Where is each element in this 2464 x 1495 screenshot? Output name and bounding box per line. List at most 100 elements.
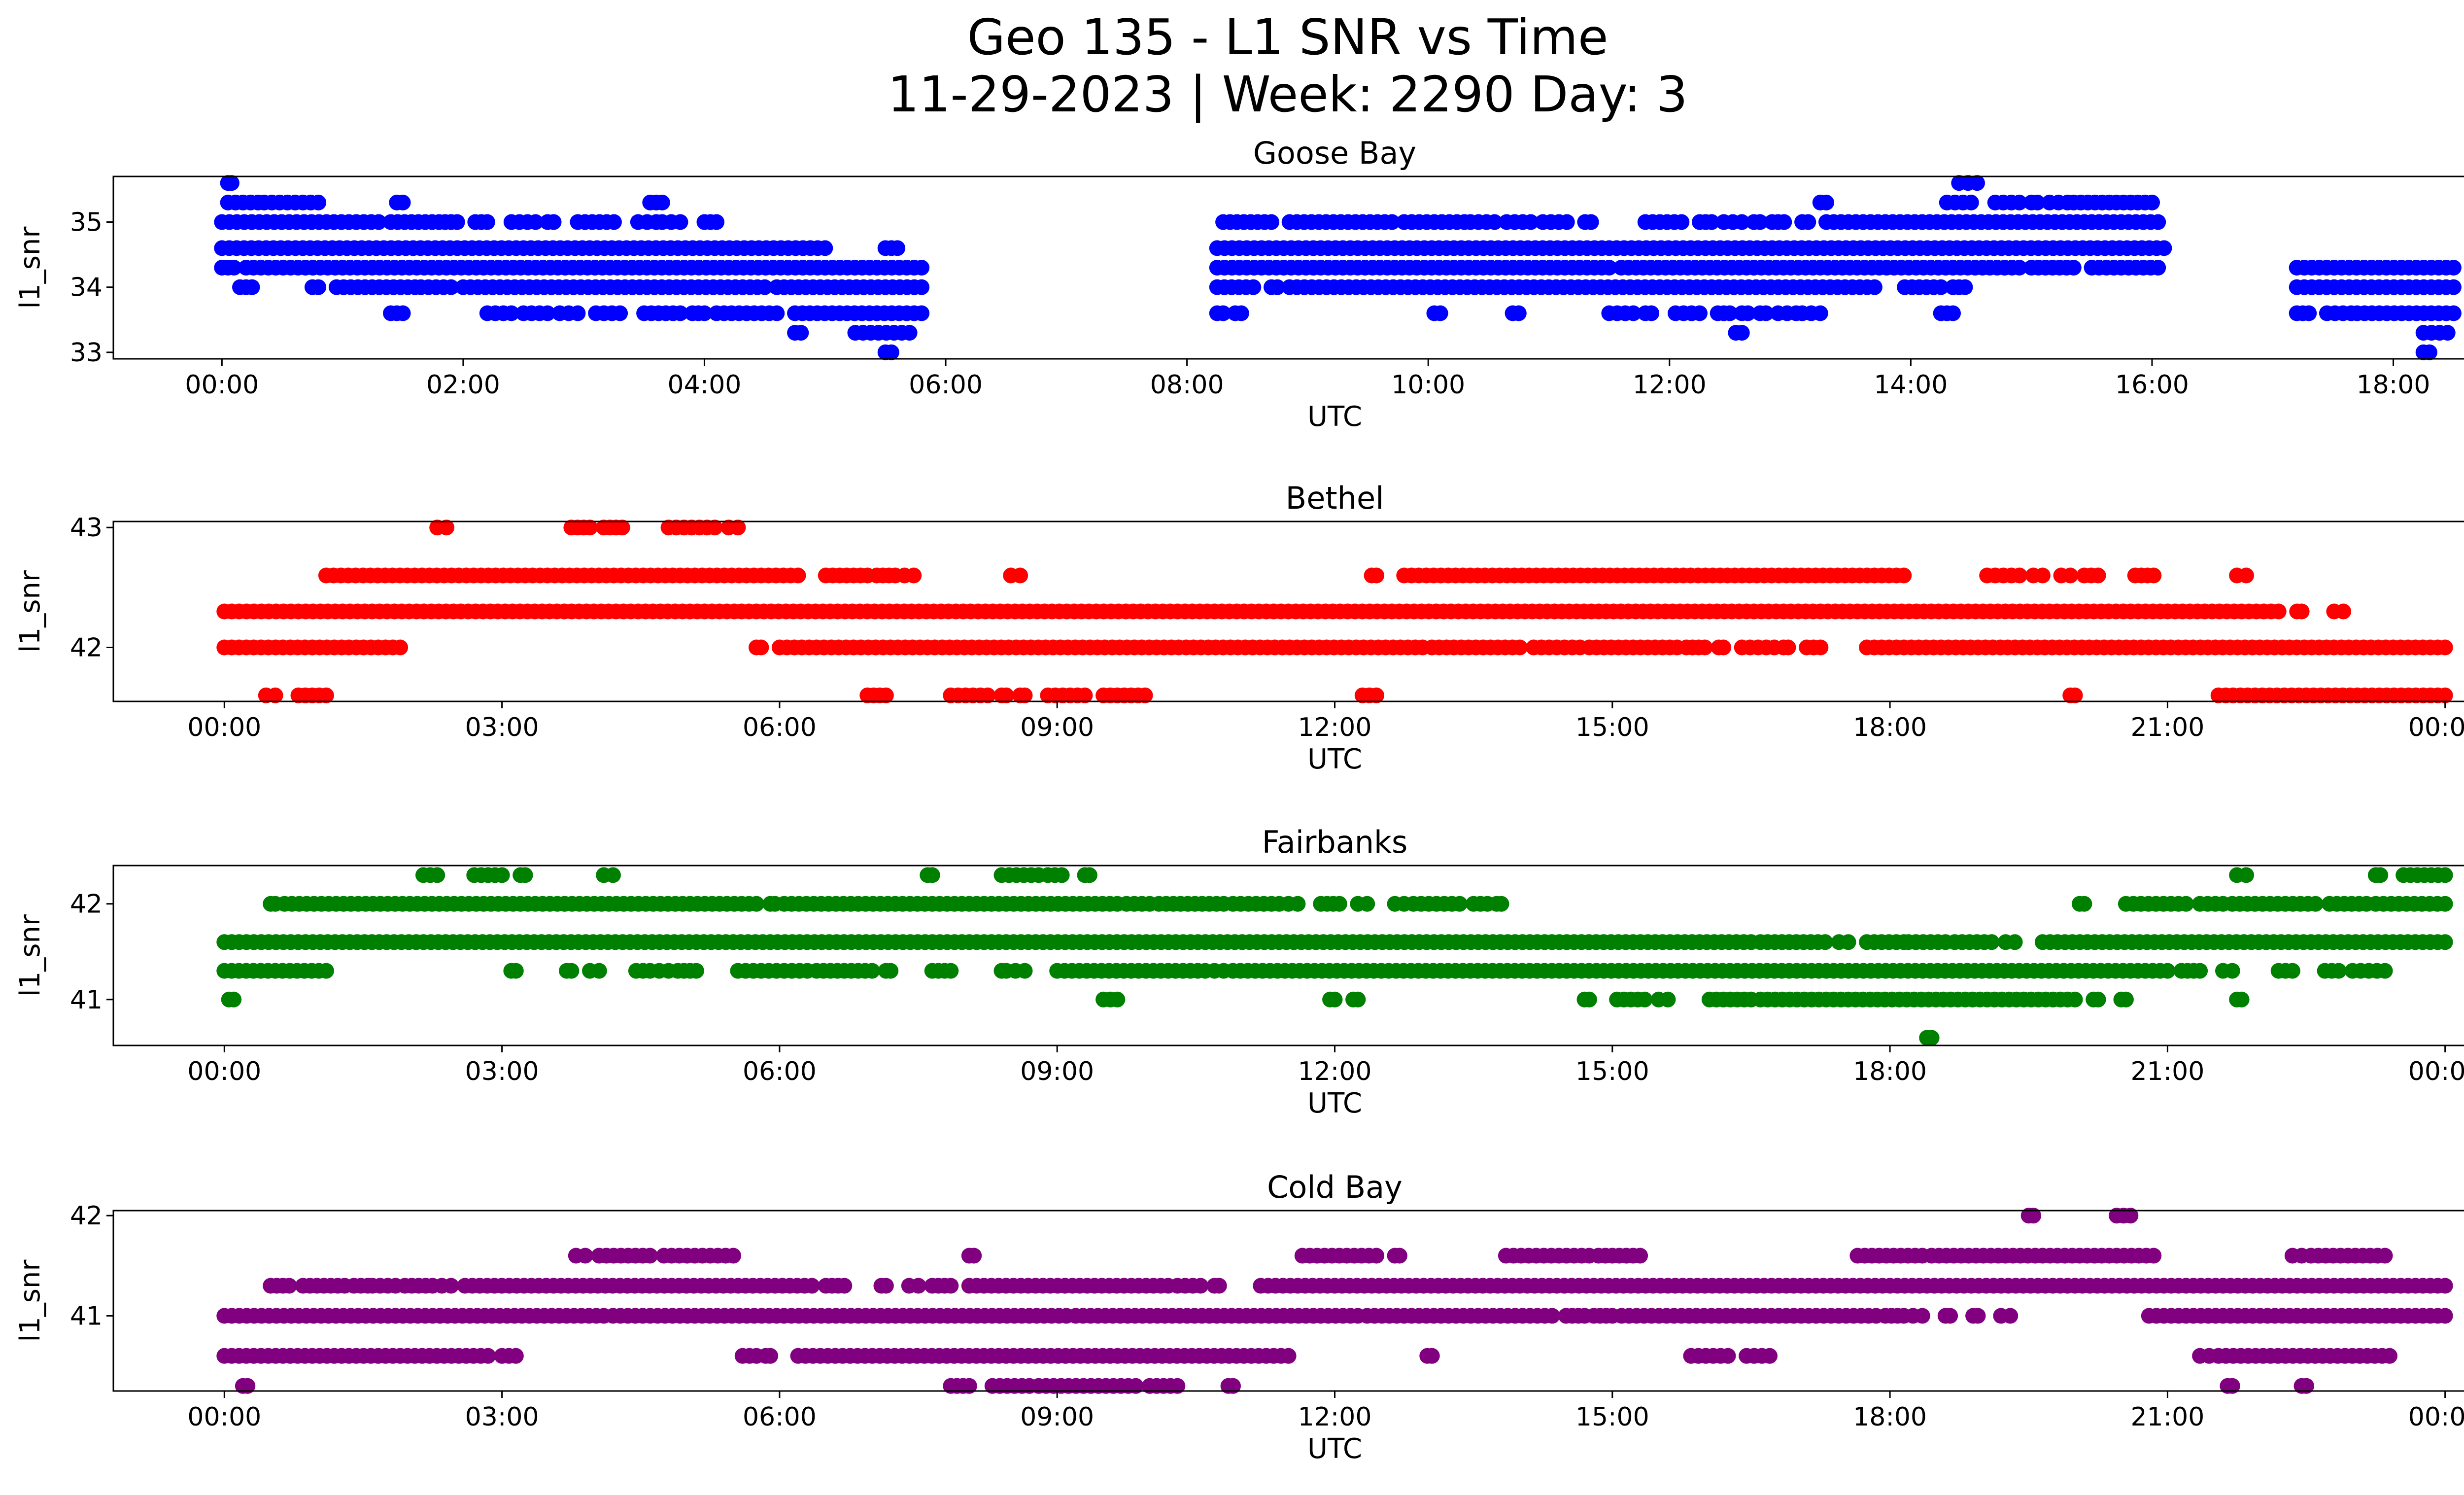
data-point-41.6-12.70 <box>1391 1248 1407 1264</box>
data-point-35.6-14.55 <box>1969 175 1985 191</box>
data-point-35-8.70 <box>1264 214 1279 230</box>
y-tick-label: 35 <box>70 208 103 238</box>
x-tick-label: 12:00 <box>1298 1057 1372 1086</box>
data-point-33.6-4.60 <box>769 305 785 321</box>
x-tick-label: 09:00 <box>1020 1402 1094 1432</box>
x-tick-label: 15:00 <box>1575 1057 1649 1086</box>
data-point-41-15.35 <box>1637 991 1653 1008</box>
data-point-41.3-7.00 <box>864 963 880 979</box>
data-point-34.3-5.80 <box>914 260 930 276</box>
subplot-title: Bethel <box>1286 480 1384 516</box>
data-point-35-12.35 <box>1704 214 1720 230</box>
data-points <box>216 520 2453 703</box>
data-point-42.3-22.20 <box>2270 603 2287 620</box>
data-point-34.3-15.35 <box>2065 260 2082 276</box>
data-point-33.6-12.80 <box>1758 305 1774 321</box>
data-point-35.3-0.80 <box>310 194 327 210</box>
data-point-42-19.55 <box>2025 1208 2042 1224</box>
data-points <box>216 867 2453 1046</box>
data-point-42.3-3.00 <box>494 867 510 883</box>
data-point-42-16.20 <box>1715 639 1732 656</box>
data-point-35-16.05 <box>2150 214 2166 230</box>
x-tick-label: 21:00 <box>2130 1057 2204 1086</box>
data-point-41.3-21.35 <box>2192 963 2208 979</box>
y-tick-label: 41 <box>70 1302 103 1331</box>
data-point-41-18.95 <box>1970 1308 1986 1324</box>
x-axis-label: UTC <box>1307 1087 1362 1119</box>
data-point-41.6-5.50 <box>725 1248 741 1264</box>
data-point-34-0.80 <box>310 279 327 295</box>
data-point-42.6-6.20 <box>790 567 806 584</box>
data-point-40.6-16.70 <box>1762 1348 1778 1364</box>
data-point-42.3-9.35 <box>1081 867 1097 883</box>
data-point-41.3-22.85 <box>2330 963 2347 979</box>
data-point-40.6-5.90 <box>762 1348 779 1364</box>
data-point-42-12.35 <box>1359 896 1375 912</box>
data-point-35-9.70 <box>1384 214 1400 230</box>
data-point-41.6-8.10 <box>966 1248 982 1264</box>
data-point-34-14.25 <box>1933 279 1949 295</box>
data-point-40.3-22.50 <box>2298 1378 2314 1394</box>
x-tick-label: 04:00 <box>668 370 742 400</box>
data-point-42-1.90 <box>392 639 409 656</box>
data-point-41.3-4.05 <box>591 963 607 979</box>
y-axis-label: l1_snr <box>14 1259 46 1342</box>
data-point-35.3-3.65 <box>654 194 670 210</box>
data-point-42-22.60 <box>2307 896 2324 912</box>
data-point-41.6-8.25 <box>980 687 996 703</box>
plot-frame <box>112 865 2464 1046</box>
x-tick-label: 02:00 <box>426 370 500 400</box>
figure-title-line-1: Geo 135 - L1 SNR vs Time <box>967 8 1608 66</box>
data-point-41.3-8.65 <box>1017 963 1033 979</box>
data-point-33.6-4.00 <box>696 305 713 321</box>
data-point-33.6-2.70 <box>540 305 556 321</box>
data-point-41-21.80 <box>2233 991 2250 1008</box>
data-point-40.6-13.05 <box>1424 1348 1440 1364</box>
data-point-34.3-11.50 <box>1601 260 1617 276</box>
data-point-41.6-24.00 <box>2437 687 2453 703</box>
data-point-42-16.00 <box>1697 639 1713 656</box>
data-point-33.6-13.25 <box>1812 305 1828 321</box>
data-points <box>216 1208 2453 1394</box>
x-tick-label: 14:00 <box>1874 370 1948 400</box>
data-point-41.3-21.70 <box>2224 963 2240 979</box>
data-point-41.6-12.45 <box>1369 687 1384 703</box>
subplot-4: 00:00 03:00 06:00 09:00 12:00 15:00 18:00 21:00… <box>14 1169 2464 1465</box>
subplot-1: 00:00 02:00 04:00 06:00 08:00 10:00 12:00 14:00… <box>14 135 2464 433</box>
data-point-41-14.75 <box>1581 991 1597 1008</box>
data-point-34.6-5.60 <box>890 240 906 256</box>
subplot-title: Goose Bay <box>1253 135 1416 171</box>
data-point-34-5.80 <box>914 279 930 295</box>
x-tick-label: 03:00 <box>465 713 539 742</box>
data-point-41-9.65 <box>1109 991 1126 1008</box>
data-point-35-11.35 <box>1583 214 1599 230</box>
data-point-42-20.60 <box>2122 1208 2139 1224</box>
data-point-41-20.25 <box>2090 991 2106 1008</box>
data-point-42-13.80 <box>1493 896 1509 912</box>
data-point-42.3-21.85 <box>2238 867 2254 883</box>
data-point-33.6-2.95 <box>570 305 586 321</box>
y-tick-label: 42 <box>70 633 103 663</box>
data-point-35-12.75 <box>1752 214 1768 230</box>
data-point-35-10.85 <box>1523 214 1539 230</box>
data-point-40.6-23.40 <box>2382 1348 2397 1364</box>
data-point-41.6-19.10 <box>1984 934 2000 950</box>
data-point-41.6-20.85 <box>2146 1248 2162 1264</box>
data-point-42-16.90 <box>1780 639 1796 656</box>
data-point-35.3-15.05 <box>2029 194 2046 210</box>
x-tick-label: 10:00 <box>1391 370 1465 400</box>
y-tick-label: 41 <box>70 985 103 1015</box>
data-point-41.6-8.65 <box>1017 687 1033 703</box>
x-tick-label: 00:00 <box>187 713 261 742</box>
x-tick-label: 09:00 <box>1020 1057 1094 1086</box>
x-tick-label: 21:00 <box>2130 1402 2204 1432</box>
data-point-35-1.30 <box>371 214 387 230</box>
data-point-35-11.15 <box>1559 214 1575 230</box>
data-point-35.3-14.50 <box>1963 194 1979 210</box>
data-point-41.3-5.10 <box>688 963 704 979</box>
data-point-42.6-19.95 <box>2062 567 2079 584</box>
data-point-33.6-14.35 <box>1945 305 1961 321</box>
x-tick-label: 03:00 <box>465 1402 539 1432</box>
data-point-35.3-13.30 <box>1818 194 1834 210</box>
